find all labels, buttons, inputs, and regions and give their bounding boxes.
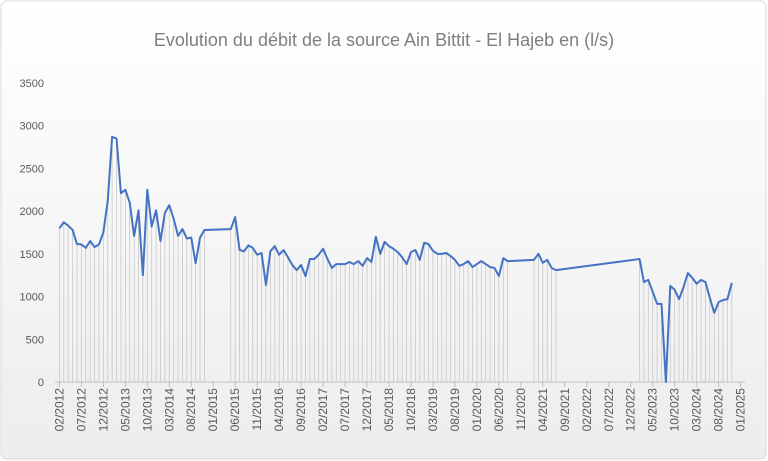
y-tick-label: 0 — [38, 377, 44, 389]
x-tick-label: 06/2015 — [228, 388, 242, 432]
x-tick-label: 03/2024 — [690, 388, 704, 432]
x-tick-label: 03/2019 — [426, 388, 440, 432]
y-tick-label: 1000 — [20, 292, 44, 304]
x-tick-label: 03/2014 — [162, 388, 176, 432]
y-tick-label: 2500 — [20, 163, 44, 175]
x-tick-label: 01/2020 — [470, 388, 484, 432]
x-tick-label: 05/2018 — [382, 388, 396, 432]
x-tick-label: 12/2012 — [96, 388, 110, 432]
x-tick-label: 02/2022 — [580, 388, 594, 432]
x-tick-label: 08/2019 — [448, 388, 462, 432]
y-tick-label: 1500 — [20, 249, 44, 261]
y-tick-label: 3000 — [20, 121, 44, 133]
x-tick-label: 05/2013 — [118, 388, 132, 432]
x-tick-label: 01/2025 — [734, 388, 748, 432]
y-tick-label: 500 — [26, 334, 44, 346]
x-tick-label: 05/2023 — [646, 388, 660, 432]
x-tick-label: 02/2017 — [316, 388, 330, 432]
x-tick-label: 04/2016 — [272, 388, 286, 432]
x-tick-label: 11/2015 — [250, 388, 264, 431]
data-line — [58, 135, 733, 383]
x-tick-label: 07/2017 — [338, 388, 352, 432]
x-tick-label: 02/2012 — [52, 388, 66, 432]
x-tick-label: 11/2020 — [514, 388, 528, 431]
x-tick-label: 01/2015 — [206, 388, 220, 432]
x-tick-label: 08/2014 — [184, 388, 198, 432]
x-tick-label: 07/2022 — [602, 388, 616, 432]
x-tick-label: 10/2018 — [404, 388, 418, 432]
x-tick-label: 08/2024 — [712, 388, 726, 432]
x-tick-label: 10/2013 — [140, 388, 154, 432]
x-tick-label: 09/2021 — [558, 388, 572, 432]
x-tick-label: 07/2012 — [74, 388, 88, 432]
chart-title: Evolution du débit de la source Ain Bitt… — [154, 30, 614, 50]
x-tick-label: 10/2023 — [668, 388, 682, 432]
x-tick-label: 09/2016 — [294, 388, 308, 432]
x-tick-label: 12/2022 — [624, 388, 638, 432]
x-tick-label: 12/2017 — [360, 388, 374, 432]
x-tick-label: 06/2020 — [492, 388, 506, 432]
y-tick-label: 3500 — [20, 78, 44, 90]
x-tick-label: 04/2021 — [536, 388, 550, 432]
y-tick-label: 2000 — [20, 206, 44, 218]
